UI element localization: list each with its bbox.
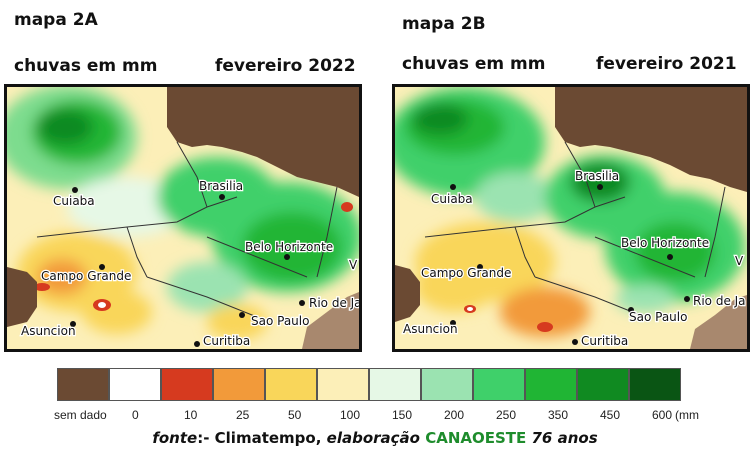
legend-label: 450 — [600, 408, 621, 422]
legend-unit: (mm — [675, 408, 699, 422]
map-2b-title: mapa 2B — [402, 14, 486, 34]
source-suffix: 76 anos — [531, 429, 598, 447]
city-belo-horizonte-2b: Belo Horizonte — [621, 236, 709, 250]
map-2a-subtitle: chuvas em mm — [14, 56, 158, 76]
legend-swatch — [109, 368, 161, 401]
legend-swatch — [369, 368, 421, 401]
city-vitoria-2b: V — [735, 254, 744, 268]
legend-swatch — [57, 368, 109, 401]
legend-swatch — [265, 368, 317, 401]
legend-label: 250 — [496, 408, 517, 422]
legend-swatch — [577, 368, 629, 401]
legend-swatch — [473, 368, 525, 401]
legend-label: 600 — [652, 408, 673, 422]
city-asuncion-2b: Asuncion — [403, 322, 458, 336]
map-2a-period: fevereiro 2022 — [215, 56, 356, 76]
city-sao-paulo-2b: Sao Paulo — [629, 310, 687, 324]
source-prefix: fonte — [152, 429, 198, 447]
legend-label: sem dado — [54, 408, 107, 422]
city-brasilia-2a: Brasilia — [199, 179, 243, 193]
source-text-1: :- Climatempo, — [197, 429, 327, 447]
city-cuiaba-2a: Cuiaba — [53, 194, 95, 208]
source-caption: fonte:- Climatempo, elaboração CANAOESTE… — [0, 429, 750, 447]
legend-label: 200 — [444, 408, 465, 422]
city-cuiaba-2b: Cuiaba — [431, 192, 473, 206]
source-org: CANAOESTE — [425, 429, 527, 447]
legend-swatch — [213, 368, 265, 401]
city-curitiba-2b: Curitiba — [581, 334, 628, 348]
legend-swatch — [629, 368, 681, 401]
city-rio-2b: Rio de Ja — [693, 294, 746, 308]
legend-swatch — [161, 368, 213, 401]
legend-swatch — [525, 368, 577, 401]
legend-label: 0 — [132, 408, 139, 422]
map-2a-title: mapa 2A — [14, 10, 98, 30]
city-asuncion-2a: Asuncion — [21, 324, 76, 338]
city-campo-grande-2a: Campo Grande — [41, 269, 131, 283]
legend-swatch — [317, 368, 369, 401]
city-campo-grande-2b: Campo Grande — [421, 266, 511, 280]
map-2b-subtitle: chuvas em mm — [402, 54, 546, 74]
legend-swatch — [421, 368, 473, 401]
legend-label: 25 — [236, 408, 250, 422]
legend-label: 10 — [184, 408, 198, 422]
legend-label: 350 — [548, 408, 569, 422]
legend-label: 100 — [340, 408, 361, 422]
legend-label: 50 — [288, 408, 302, 422]
map-2b-period: fevereiro 2021 — [596, 54, 737, 74]
city-vitoria-2a: V — [349, 258, 358, 272]
city-brasilia-2b: Brasilia — [575, 169, 619, 183]
source-text-2: elaboração — [326, 429, 420, 447]
rainfall-map-2a: Cuiaba Brasilia Belo Horizonte Campo Gra… — [4, 84, 362, 352]
city-sao-paulo-2a: Sao Paulo — [251, 314, 309, 328]
city-rio-2a: Rio de Ja — [309, 296, 359, 310]
city-belo-horizonte-2a: Belo Horizonte — [245, 240, 333, 254]
rainfall-map-2b: Cuiaba Brasilia Belo Horizonte Campo Gra… — [392, 84, 750, 352]
legend-label: 150 — [392, 408, 413, 422]
city-curitiba-2a: Curitiba — [203, 334, 250, 348]
